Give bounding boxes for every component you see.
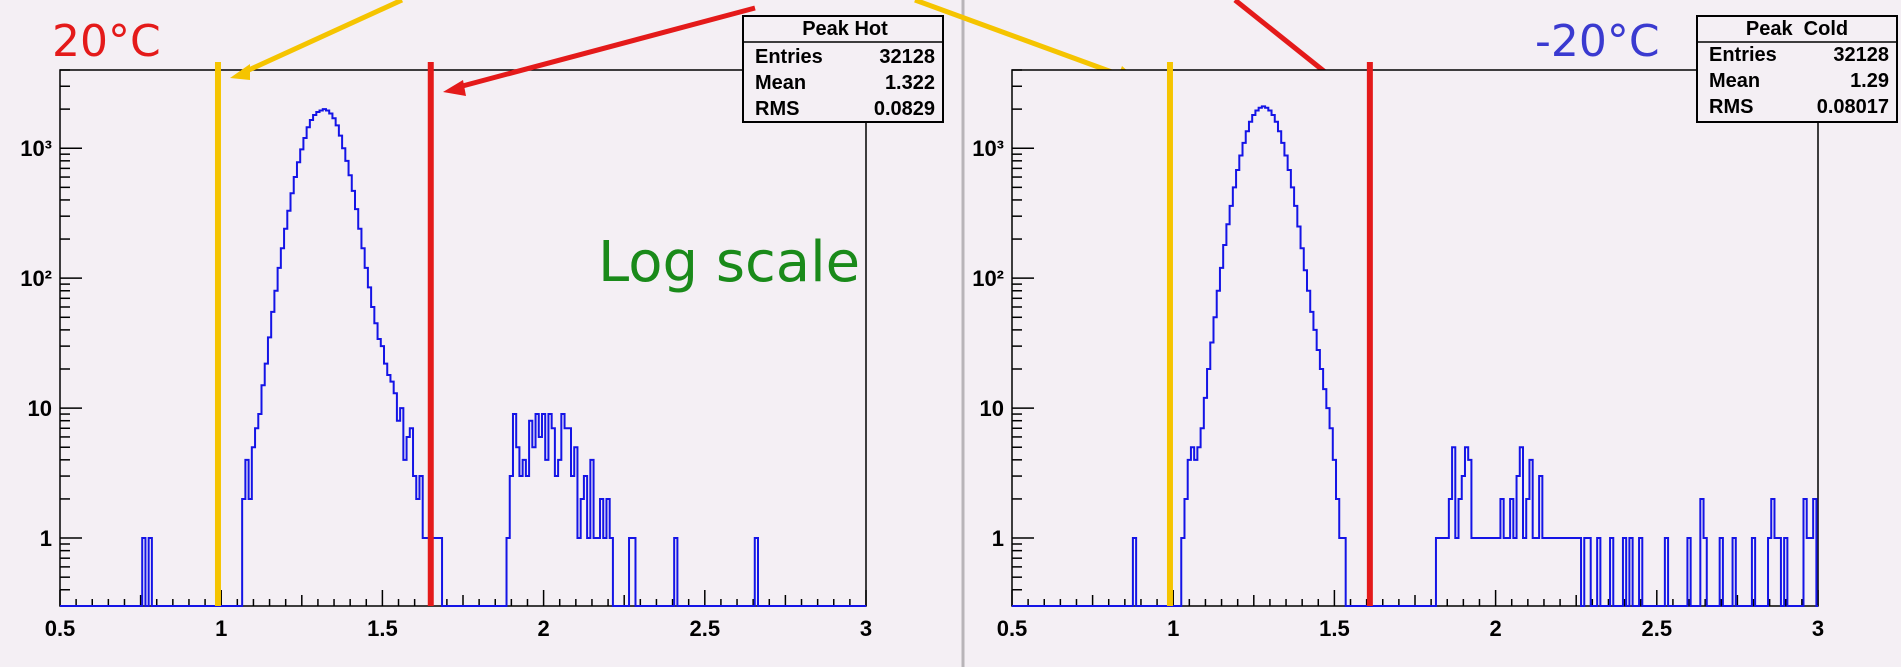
cut-lines-left: [214, 62, 434, 606]
y-tick-label: 1: [40, 526, 52, 551]
stats-value-mean-right: 1.29: [1850, 70, 1889, 92]
panel-right: 0.5 1 1.5 2 2.5 3 1 10 10² 10³ Peak Cold Entries …: [972, 15, 1898, 641]
stats-box-frame-right: [1696, 15, 1898, 123]
stats-title-left: Peak Hot: [802, 18, 888, 40]
stats-box-frame-left: [742, 15, 944, 123]
stats-title-right: Peak Cold: [1746, 18, 1848, 40]
stats-label-rms-left: RMS: [755, 98, 799, 120]
axis-ticks-right: [1011, 69, 1819, 607]
x-tick-label: 0.5: [45, 616, 76, 641]
cut-lines-right: [1166, 62, 1373, 606]
histogram-left: [60, 108, 866, 607]
stats-value-rms-right: 0.08017: [1817, 96, 1889, 118]
y-tick-label: 10²: [972, 266, 1004, 291]
histogram-outline: [60, 108, 866, 607]
y-tick-label: 10³: [20, 136, 52, 161]
x-tick-label: 1.5: [367, 616, 398, 641]
histogram-outline: [1012, 105, 1818, 607]
y-tick-label: 10³: [972, 136, 1004, 161]
tick-labels-left: 0.5 1 1.5 2 2.5 3 1 10 10² 10³: [20, 136, 872, 641]
stats-value-entries-right: 32128: [1833, 44, 1889, 66]
x-tick-label: 1: [215, 616, 227, 641]
y-tick-label: 1: [992, 526, 1004, 551]
arrow-yellow-left: [238, 0, 404, 77]
temperature-label-right: -20°C: [1535, 16, 1660, 67]
stats-label-mean-left: Mean: [755, 72, 806, 94]
arrowhead-yellow-left: [230, 64, 250, 80]
x-tick-label: 2: [537, 616, 549, 641]
stats-label-entries-left: Entries: [755, 46, 823, 68]
arrow-yellow-right: [914, 0, 1121, 78]
x-tick-label: 2: [1489, 616, 1501, 641]
arrow-red-left: [454, 5, 756, 91]
y-tick-label: 10: [28, 396, 52, 421]
axis-ticks-left: [59, 69, 867, 607]
stats-value-mean-left: 1.322: [885, 72, 935, 94]
stats-label-mean-right: Mean: [1709, 70, 1760, 92]
stats-label-rms-right: RMS: [1709, 96, 1753, 118]
x-tick-label: 3: [1812, 616, 1824, 641]
x-tick-label: 1: [1167, 616, 1179, 641]
plot-frame-right: [1011, 69, 1819, 607]
log-scale-note: Log scale: [598, 230, 860, 295]
temperature-label-left: 20°C: [52, 16, 161, 67]
stats-value-entries-left: 32128: [879, 46, 935, 68]
plot-frame-left: [59, 69, 867, 607]
tick-labels-right: 0.5 1 1.5 2 2.5 3 1 10 10² 10³: [972, 136, 1824, 641]
x-tick-label: 3: [860, 616, 872, 641]
stats-label-entries-right: Entries: [1709, 44, 1777, 66]
stats-value-rms-left: 0.0829: [874, 98, 935, 120]
x-tick-label: 2.5: [690, 616, 721, 641]
x-tick-label: 1.5: [1319, 616, 1350, 641]
x-tick-label: 2.5: [1642, 616, 1673, 641]
histogram-right: [1012, 105, 1818, 607]
y-tick-label: 10: [980, 396, 1004, 421]
x-tick-label: 0.5: [997, 616, 1028, 641]
stats-box-right: Peak Cold Entries 32128 Mean 1.29 RMS 0.…: [1696, 15, 1898, 123]
panel-left: 0.5 1 1.5 2 2.5 3 1 10 10² 10³ Peak Hot Entries 3…: [20, 0, 1350, 641]
stats-box-left: Peak Hot Entries 32128 Mean 1.322 RMS 0.…: [742, 15, 944, 123]
arrowhead-red-left: [443, 80, 466, 96]
y-tick-label: 10²: [20, 266, 52, 291]
